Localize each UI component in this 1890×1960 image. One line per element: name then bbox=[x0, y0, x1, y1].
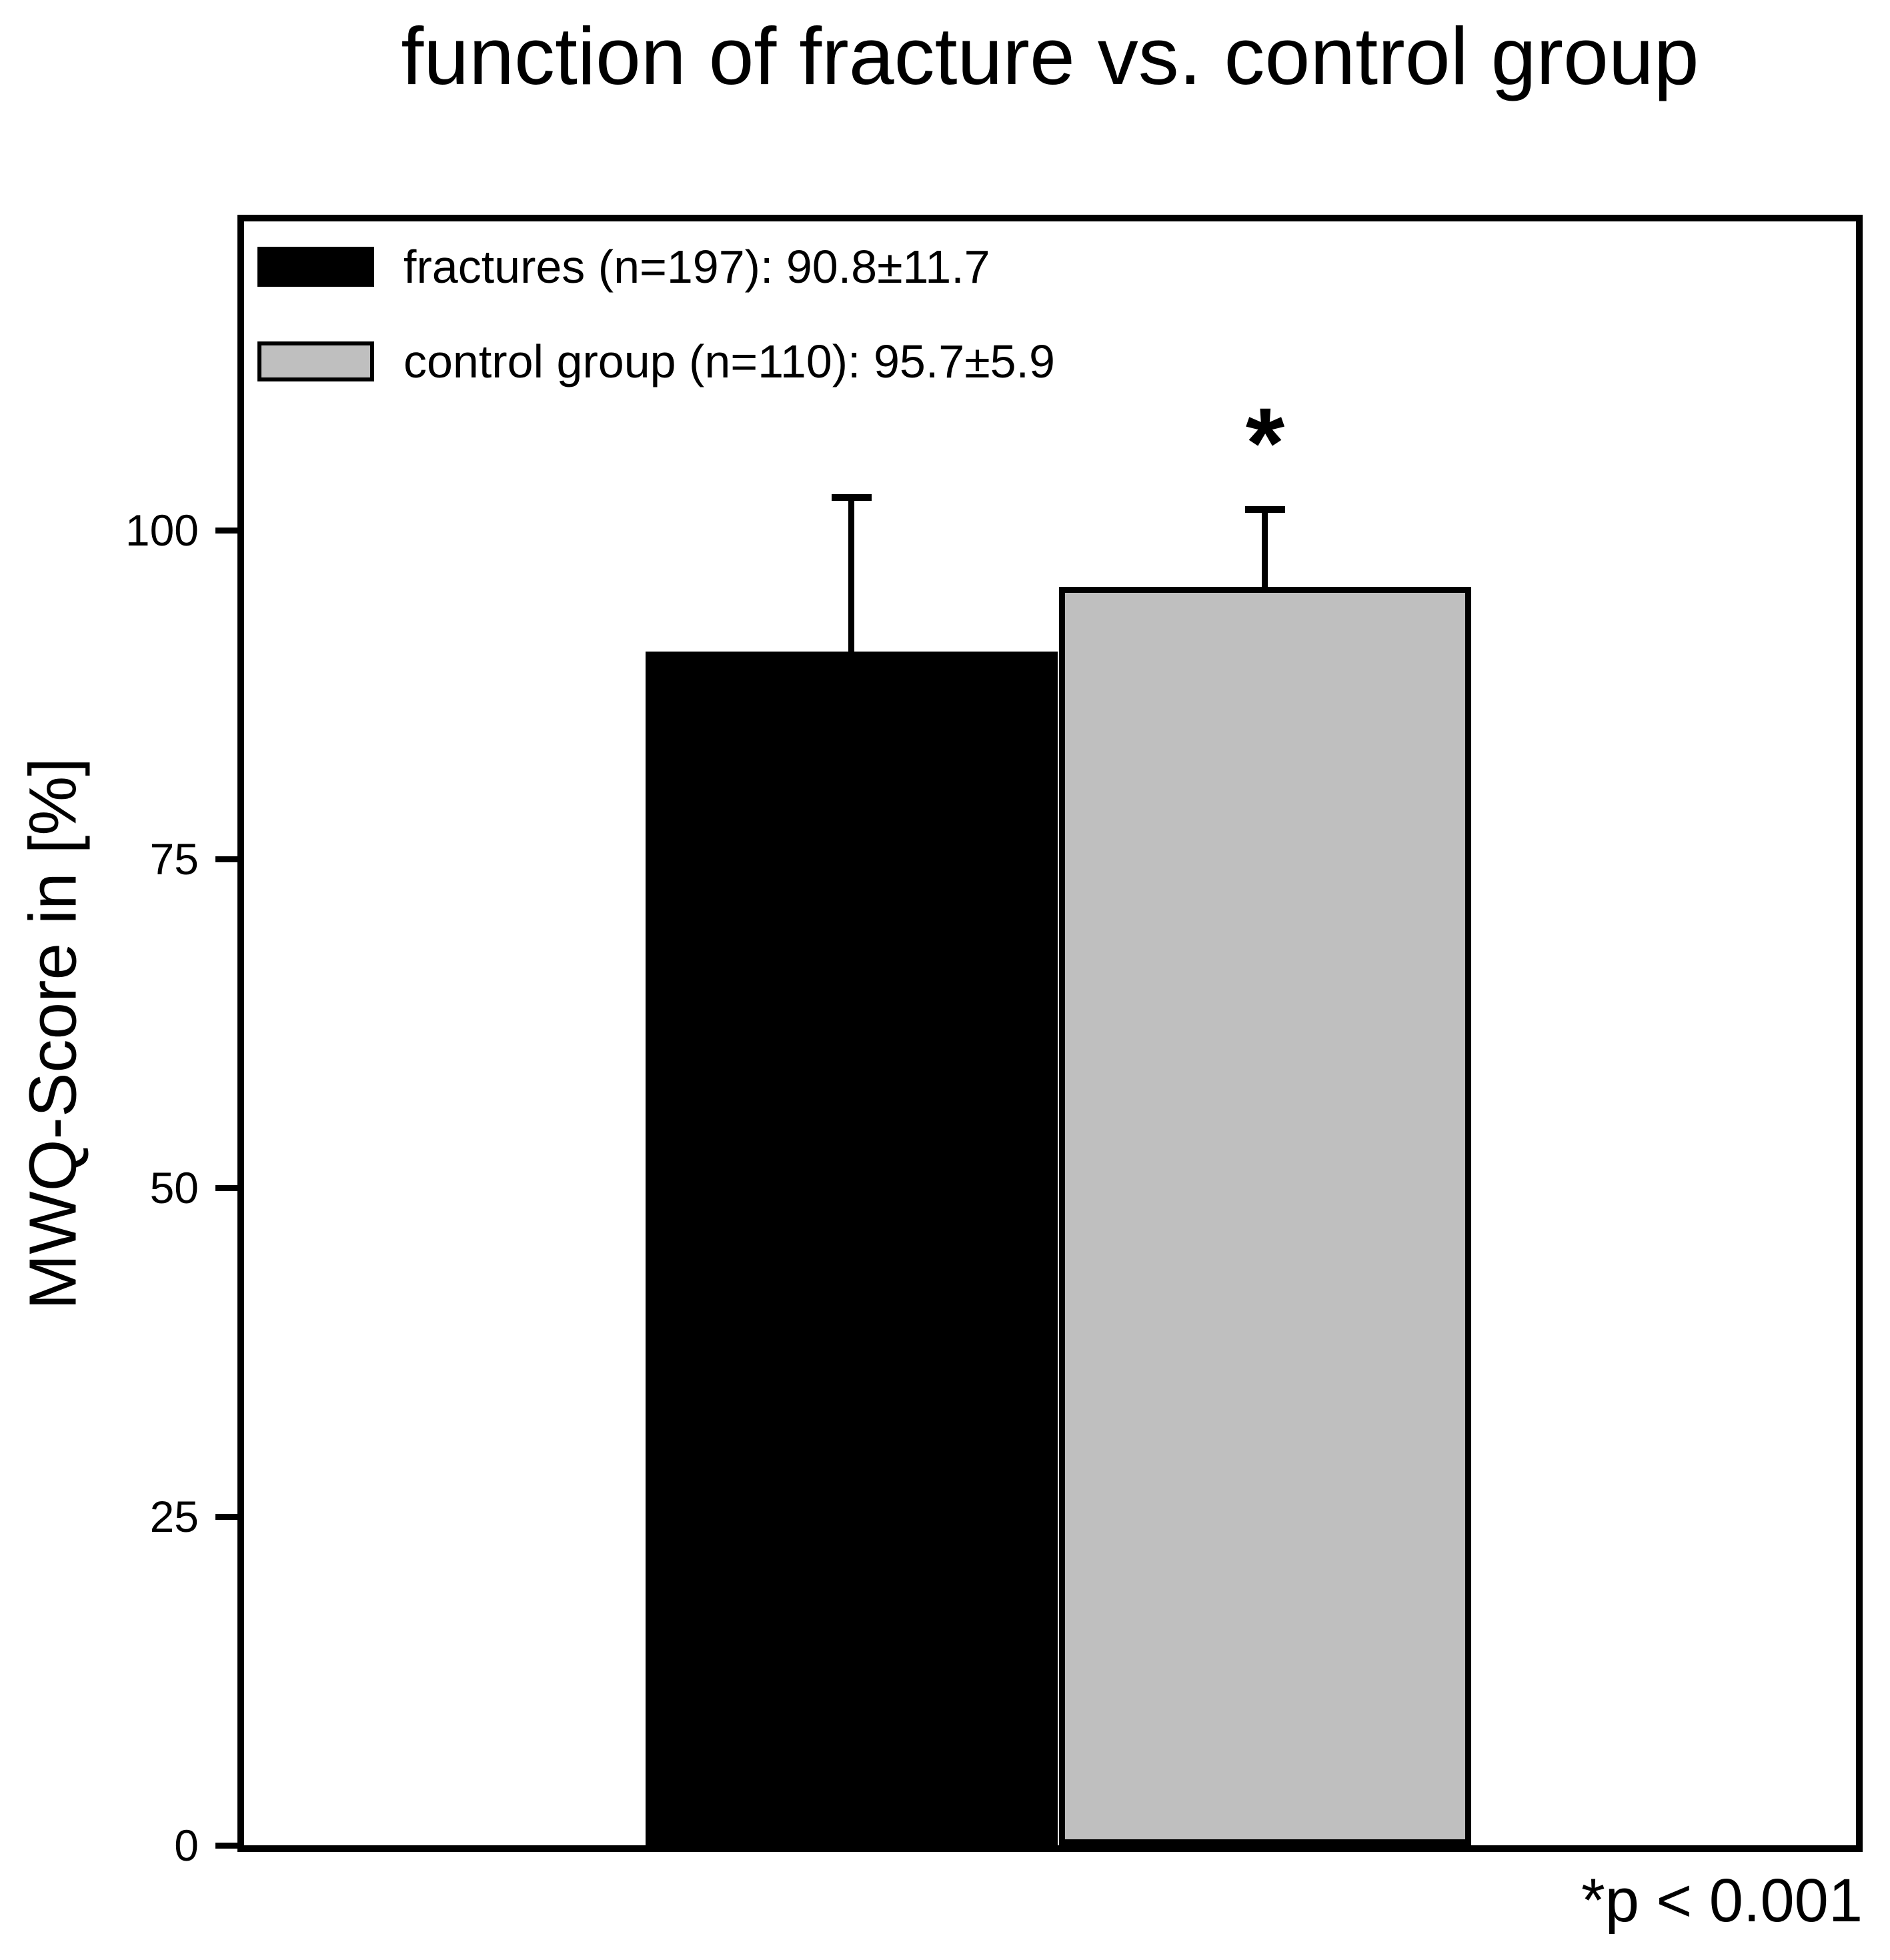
bar-control-group bbox=[1059, 587, 1471, 1845]
y-tick-label: 50 bbox=[149, 1163, 199, 1212]
error-bar-line-fractures bbox=[848, 498, 854, 652]
legend: fractures (n=197): 90.8±11.7 control gro… bbox=[257, 241, 1055, 436]
plot-frame: fractures (n=197): 90.8±11.7 control gro… bbox=[237, 215, 1863, 1852]
y-tick-mark bbox=[215, 856, 237, 862]
bar-fractures bbox=[646, 652, 1058, 1845]
y-tick-mark bbox=[215, 1185, 237, 1191]
legend-item-fractures: fractures (n=197): 90.8±11.7 bbox=[257, 241, 1055, 293]
error-bar-line-control-group bbox=[1262, 510, 1268, 587]
y-tick-mark bbox=[215, 1514, 237, 1520]
plot-area: fractures (n=197): 90.8±11.7 control gro… bbox=[244, 221, 1856, 1845]
error-bar-cap-fractures bbox=[832, 494, 872, 501]
legend-item-control-group: control group (n=110): 95.7±5.9 bbox=[257, 335, 1055, 387]
legend-label-control-group: control group (n=110): 95.7±5.9 bbox=[403, 335, 1055, 387]
error-bar-cap-control-group bbox=[1245, 506, 1285, 513]
significance-note: *p < 0.001 bbox=[1581, 1867, 1863, 1935]
y-tick-mark bbox=[215, 528, 237, 534]
significance-asterisk: * bbox=[1245, 387, 1285, 499]
y-tick-mark bbox=[215, 1843, 237, 1849]
legend-swatch-control-group bbox=[257, 341, 374, 381]
y-tick-label: 0 bbox=[174, 1821, 199, 1870]
chart-title: function of fracture vs. control group bbox=[401, 11, 1699, 101]
y-tick-label: 25 bbox=[149, 1492, 199, 1541]
y-tick-label: 75 bbox=[149, 834, 199, 884]
legend-swatch-fractures bbox=[257, 247, 374, 287]
legend-label-fractures: fractures (n=197): 90.8±11.7 bbox=[403, 241, 990, 293]
y-tick-label: 100 bbox=[125, 506, 199, 555]
